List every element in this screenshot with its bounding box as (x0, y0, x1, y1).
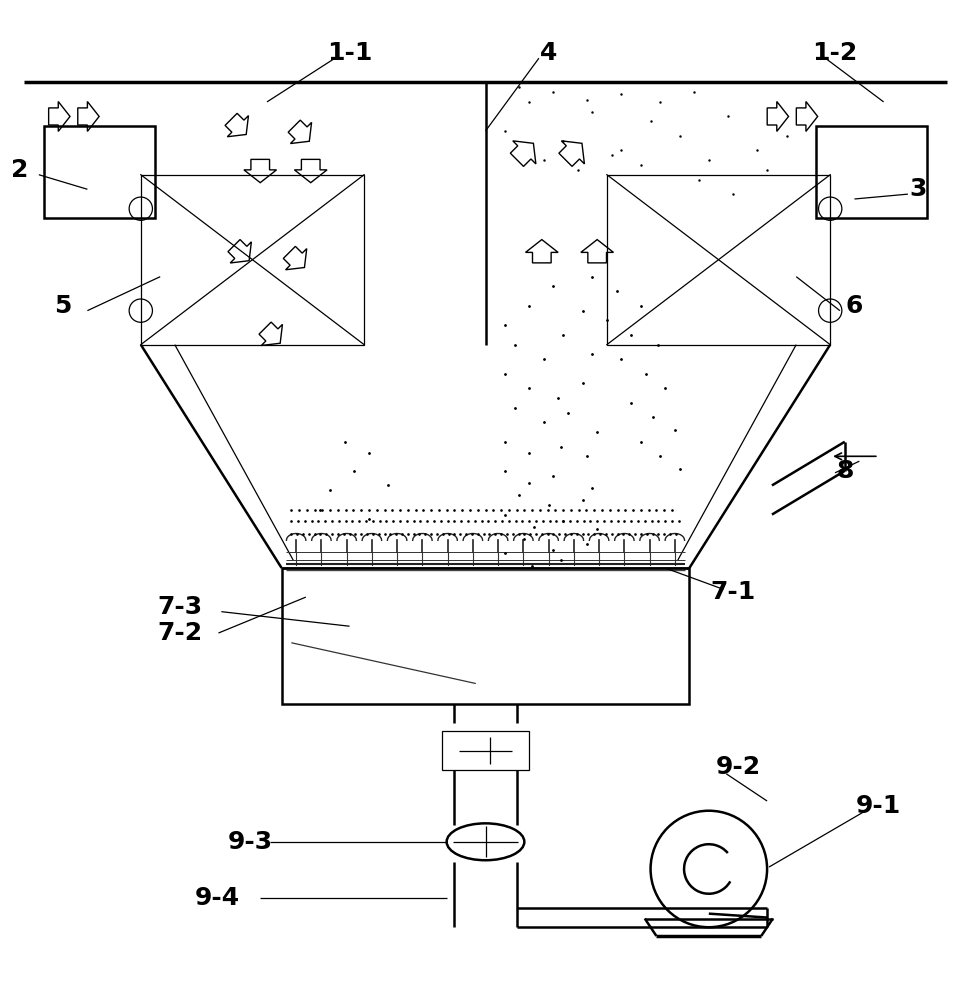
Text: 9-3: 9-3 (228, 830, 273, 854)
Bar (816, 126, 927, 218)
Text: 5: 5 (54, 294, 72, 318)
Bar (282, 568, 689, 704)
Text: 1-2: 1-2 (813, 41, 857, 65)
Bar (141, 175, 364, 345)
Text: 7-1: 7-1 (711, 580, 755, 604)
Text: 7-3: 7-3 (157, 595, 202, 619)
Text: 2: 2 (11, 158, 28, 182)
Text: 1-1: 1-1 (327, 41, 372, 65)
Text: 7-2: 7-2 (157, 621, 202, 645)
Text: 9-4: 9-4 (195, 886, 240, 910)
Text: 6: 6 (846, 294, 863, 318)
Text: 9-2: 9-2 (716, 755, 760, 779)
Text: 8: 8 (836, 459, 854, 483)
Bar (44, 126, 155, 218)
Bar (607, 175, 830, 345)
Bar (442, 731, 529, 770)
Text: 3: 3 (909, 177, 926, 201)
Text: 4: 4 (540, 41, 557, 65)
Text: 9-1: 9-1 (856, 794, 901, 818)
